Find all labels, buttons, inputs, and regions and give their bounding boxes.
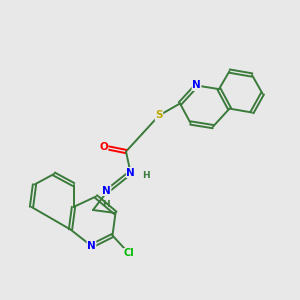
Text: S: S <box>155 110 163 121</box>
Text: O: O <box>99 142 108 152</box>
Text: N: N <box>192 80 201 91</box>
Text: Cl: Cl <box>124 248 134 259</box>
Text: N: N <box>87 241 96 251</box>
Text: H: H <box>142 171 150 180</box>
Text: H: H <box>102 200 110 209</box>
Text: N: N <box>102 185 111 196</box>
Text: N: N <box>126 167 135 178</box>
